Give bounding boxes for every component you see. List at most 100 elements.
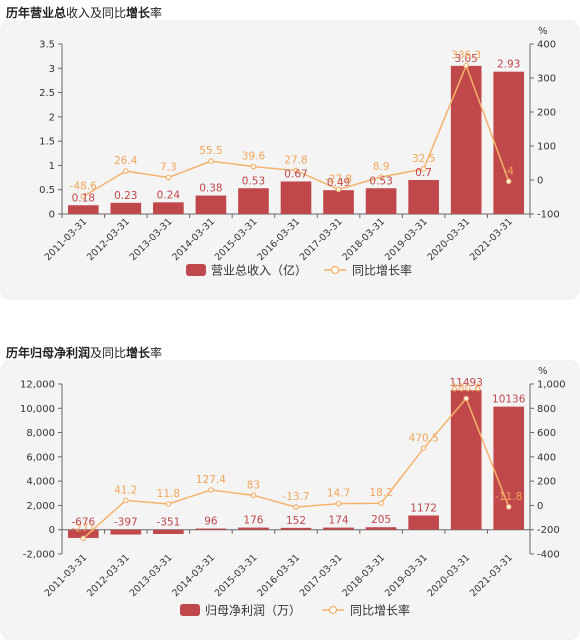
x-tick-label: 2020-03-31 bbox=[425, 552, 472, 599]
chart-1-panel: 0 0.5 1 1.5 2 2.5 3 3.5 -100 0 100 200 300 400% 2011-0… bbox=[0, 20, 580, 300]
x-tick-label: 2019-03-31 bbox=[383, 216, 430, 263]
left-tick-label: 0 bbox=[49, 210, 55, 221]
bar-2015-03-31 bbox=[238, 527, 269, 530]
x-tick-label: 2017-03-31 bbox=[298, 216, 345, 263]
growth-rate-point bbox=[250, 492, 257, 499]
right-tick-label: -200 bbox=[537, 525, 560, 536]
bar-2018-03-31 bbox=[365, 188, 397, 214]
right-tick-label: 200 bbox=[537, 108, 556, 119]
chart-1-svg: 0 0.5 1 1.5 2 2.5 3 3.5 -100 0 100 200 300 400% 2011-0… bbox=[39, 26, 560, 278]
bar-2016-03-31 bbox=[280, 527, 312, 530]
right-tick-label: 0 bbox=[537, 176, 543, 187]
growth-value-label: -271 bbox=[71, 522, 95, 534]
bar-value-label: 1172 bbox=[410, 502, 437, 514]
growth-rate-point bbox=[378, 174, 384, 180]
growth-value-label: 18.2 bbox=[369, 487, 392, 499]
growth-rate-point bbox=[123, 497, 129, 504]
legend-bar-swatch bbox=[186, 264, 206, 276]
growth-rate-point bbox=[80, 535, 87, 542]
x-tick-label: 2017-03-31 bbox=[298, 552, 345, 599]
bar-value-label: -397 bbox=[114, 517, 138, 529]
growth-rate-point bbox=[378, 500, 384, 507]
bar-2021-03-31 bbox=[493, 406, 525, 530]
growth-rate-point bbox=[165, 174, 172, 181]
bar-2014-03-31 bbox=[195, 195, 227, 214]
legend-bar-label: 营业总收入（亿） bbox=[211, 263, 307, 278]
bar-2020-03-31 bbox=[450, 65, 482, 214]
left-tick-label: 1 bbox=[49, 161, 55, 172]
growth-value-label: 32.5 bbox=[412, 153, 435, 165]
chart-1-title: 历年营业总收入及同比增长率 bbox=[6, 6, 163, 20]
growth-rate-point bbox=[505, 504, 512, 510]
bar-2021-03-31 bbox=[493, 71, 525, 214]
legend-bar-swatch bbox=[180, 604, 200, 616]
x-tick-label: 2014-03-31 bbox=[170, 552, 217, 599]
bar-value-label: 174 bbox=[329, 515, 349, 527]
legend-line-marker bbox=[330, 265, 340, 275]
bar-2017-03-31 bbox=[323, 527, 354, 530]
growth-rate-point bbox=[165, 501, 172, 507]
bar-value-label: 205 bbox=[371, 514, 391, 526]
growth-rate-point bbox=[208, 158, 214, 164]
legend-bar-label: 归母净利润（万） bbox=[205, 604, 301, 618]
bar-value-label: 0.18 bbox=[72, 192, 95, 204]
growth-value-label: 27.8 bbox=[284, 155, 307, 167]
right-tick-label: 400 bbox=[537, 40, 556, 51]
bar-value-label: 0.7 bbox=[415, 167, 432, 179]
chart-2-title: 历年归母净利润及同比增长率 bbox=[6, 346, 163, 360]
bar-value-label: -676 bbox=[71, 517, 95, 529]
x-tick-label: 2013-03-31 bbox=[128, 216, 175, 263]
bar-2012-03-31 bbox=[110, 202, 142, 214]
growth-value-label: 11.8 bbox=[157, 488, 180, 500]
bar-2018-03-31 bbox=[365, 527, 397, 530]
x-tick-label: 2011-03-31 bbox=[43, 216, 90, 263]
bar-value-label: 0.67 bbox=[284, 168, 307, 180]
growth-rate-point bbox=[80, 193, 87, 200]
x-tick-label: 2018-03-31 bbox=[340, 552, 387, 599]
bar-value-label: 0.49 bbox=[327, 177, 350, 189]
left-tick-label: 0 bbox=[49, 525, 55, 536]
bar-value-label: 10136 bbox=[492, 394, 526, 406]
x-tick-label: 2015-03-31 bbox=[213, 552, 260, 599]
growth-value-label: 39.6 bbox=[242, 151, 266, 163]
right-tick-label: 200 bbox=[537, 477, 556, 488]
right-tick-label: -400 bbox=[537, 550, 560, 561]
left-tick-label: 2,000 bbox=[26, 501, 55, 512]
growth-rate-point bbox=[293, 504, 299, 510]
growth-value-label: 41.2 bbox=[114, 484, 137, 496]
growth-rate-point bbox=[420, 445, 427, 452]
left-tick-label: 0.5 bbox=[39, 185, 55, 196]
bar-value-label: 176 bbox=[243, 515, 263, 527]
left-tick-label: 3.5 bbox=[39, 40, 55, 51]
growth-rate-point bbox=[335, 500, 342, 507]
right-tick-label: 400 bbox=[537, 452, 556, 463]
left-tick-label: 1.5 bbox=[39, 137, 55, 148]
bar-2019-03-31 bbox=[408, 515, 439, 530]
growth-value-label: -48.6 bbox=[70, 181, 97, 193]
growth-value-label: 8.9 bbox=[373, 161, 390, 173]
growth-value-label: 7.3 bbox=[160, 162, 177, 174]
growth-value-label: 14.7 bbox=[327, 488, 350, 500]
legend-line-marker bbox=[328, 605, 338, 615]
x-tick-label: 2016-03-31 bbox=[255, 216, 302, 263]
growth-rate-point bbox=[123, 168, 129, 174]
growth-value-label: -11.8 bbox=[495, 491, 522, 503]
left-tick-label: -2,000 bbox=[23, 550, 55, 561]
x-tick-label: 2016-03-31 bbox=[255, 552, 302, 599]
bar-value-label: 2.93 bbox=[497, 59, 520, 71]
bar-2015-03-31 bbox=[238, 188, 269, 214]
right-axis-unit: % bbox=[538, 366, 548, 377]
growth-value-label: 470.5 bbox=[409, 432, 439, 444]
bar-value-label: 0.24 bbox=[157, 189, 181, 201]
bar-2017-03-31 bbox=[323, 190, 354, 214]
bar-2011-03-31 bbox=[67, 529, 99, 538]
growth-rate-point bbox=[335, 186, 342, 193]
bar-value-label: 0.23 bbox=[114, 190, 137, 202]
right-tick-label: -100 bbox=[537, 210, 560, 221]
right-tick-label: 300 bbox=[537, 74, 556, 85]
bar-2013-03-31 bbox=[153, 529, 184, 534]
x-tick-label: 2021-03-31 bbox=[468, 552, 515, 599]
bar-value-label: 0.53 bbox=[369, 175, 392, 187]
left-tick-label: 12,000 bbox=[20, 380, 55, 391]
x-tick-label: 2012-03-31 bbox=[85, 216, 132, 263]
